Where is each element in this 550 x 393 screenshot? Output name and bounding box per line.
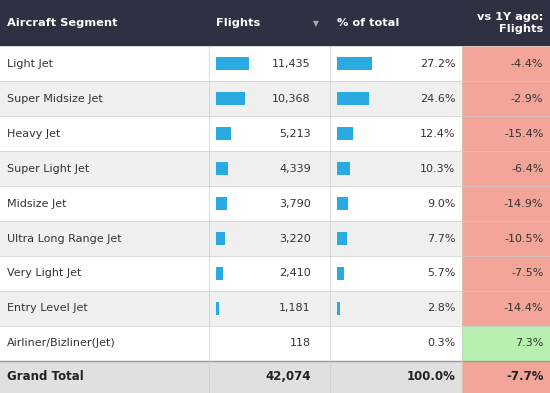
FancyBboxPatch shape — [0, 256, 462, 291]
FancyBboxPatch shape — [0, 151, 462, 186]
Text: 5.7%: 5.7% — [427, 268, 455, 279]
Text: -7.7%: -7.7% — [506, 370, 543, 384]
Text: Midsize Jet: Midsize Jet — [7, 198, 66, 209]
FancyBboxPatch shape — [216, 92, 245, 105]
Text: 2.8%: 2.8% — [427, 303, 455, 313]
FancyBboxPatch shape — [216, 197, 227, 210]
Text: 10.3%: 10.3% — [420, 163, 455, 174]
FancyBboxPatch shape — [462, 186, 550, 221]
Text: 42,074: 42,074 — [265, 370, 311, 384]
Text: 2,410: 2,410 — [279, 268, 311, 279]
Text: 12.4%: 12.4% — [420, 129, 455, 139]
FancyBboxPatch shape — [337, 302, 340, 315]
Text: ▼: ▼ — [314, 19, 319, 28]
Text: Entry Level Jet: Entry Level Jet — [7, 303, 87, 313]
FancyBboxPatch shape — [0, 116, 462, 151]
FancyBboxPatch shape — [216, 127, 230, 140]
FancyBboxPatch shape — [337, 92, 369, 105]
Text: -4.4%: -4.4% — [511, 59, 543, 69]
Text: 7.3%: 7.3% — [515, 338, 543, 348]
FancyBboxPatch shape — [462, 291, 550, 326]
Text: Heavy Jet: Heavy Jet — [7, 129, 60, 139]
FancyBboxPatch shape — [0, 0, 550, 46]
FancyBboxPatch shape — [216, 162, 228, 175]
Text: 5,213: 5,213 — [279, 129, 311, 139]
Text: 0.3%: 0.3% — [427, 338, 455, 348]
FancyBboxPatch shape — [337, 57, 372, 70]
FancyBboxPatch shape — [216, 302, 219, 315]
Text: 3,220: 3,220 — [279, 233, 311, 244]
FancyBboxPatch shape — [462, 326, 550, 361]
FancyBboxPatch shape — [337, 127, 353, 140]
Text: -14.9%: -14.9% — [504, 198, 543, 209]
Text: Grand Total: Grand Total — [7, 370, 84, 384]
Text: Ultra Long Range Jet: Ultra Long Range Jet — [7, 233, 121, 244]
FancyBboxPatch shape — [337, 162, 350, 175]
Text: -14.4%: -14.4% — [504, 303, 543, 313]
Text: Airliner/Bizliner(Jet): Airliner/Bizliner(Jet) — [7, 338, 115, 348]
Text: % of total: % of total — [337, 18, 399, 28]
Text: 10,368: 10,368 — [272, 94, 311, 104]
FancyBboxPatch shape — [462, 151, 550, 186]
Text: 27.2%: 27.2% — [420, 59, 455, 69]
FancyBboxPatch shape — [337, 232, 346, 245]
Text: 11,435: 11,435 — [272, 59, 311, 69]
FancyBboxPatch shape — [462, 256, 550, 291]
FancyBboxPatch shape — [0, 291, 462, 326]
FancyBboxPatch shape — [0, 221, 462, 256]
FancyBboxPatch shape — [462, 116, 550, 151]
Text: 7.7%: 7.7% — [427, 233, 455, 244]
FancyBboxPatch shape — [462, 361, 550, 393]
Text: 118: 118 — [290, 338, 311, 348]
Text: 4,339: 4,339 — [279, 163, 311, 174]
FancyBboxPatch shape — [0, 81, 462, 116]
Text: 100.0%: 100.0% — [406, 370, 455, 384]
Text: Aircraft Segment: Aircraft Segment — [7, 18, 117, 28]
Text: -15.4%: -15.4% — [504, 129, 543, 139]
FancyBboxPatch shape — [216, 232, 225, 245]
FancyBboxPatch shape — [0, 326, 462, 361]
FancyBboxPatch shape — [462, 221, 550, 256]
FancyBboxPatch shape — [216, 267, 223, 280]
Text: 3,790: 3,790 — [279, 198, 311, 209]
Text: -10.5%: -10.5% — [504, 233, 543, 244]
Text: -2.9%: -2.9% — [511, 94, 543, 104]
Text: vs 1Y ago:
Flights: vs 1Y ago: Flights — [477, 13, 543, 34]
FancyBboxPatch shape — [216, 57, 249, 70]
Text: Flights: Flights — [216, 18, 260, 28]
Text: 1,181: 1,181 — [279, 303, 311, 313]
Text: 24.6%: 24.6% — [420, 94, 455, 104]
FancyBboxPatch shape — [0, 46, 462, 81]
Text: Super Midsize Jet: Super Midsize Jet — [7, 94, 102, 104]
Text: -7.5%: -7.5% — [511, 268, 543, 279]
Text: Light Jet: Light Jet — [7, 59, 53, 69]
FancyBboxPatch shape — [462, 81, 550, 116]
FancyBboxPatch shape — [337, 267, 344, 280]
FancyBboxPatch shape — [337, 197, 349, 210]
FancyBboxPatch shape — [0, 361, 462, 393]
FancyBboxPatch shape — [0, 186, 462, 221]
Text: Very Light Jet: Very Light Jet — [7, 268, 81, 279]
Text: -6.4%: -6.4% — [511, 163, 543, 174]
Text: Super Light Jet: Super Light Jet — [7, 163, 89, 174]
FancyBboxPatch shape — [462, 46, 550, 81]
Text: 9.0%: 9.0% — [427, 198, 455, 209]
